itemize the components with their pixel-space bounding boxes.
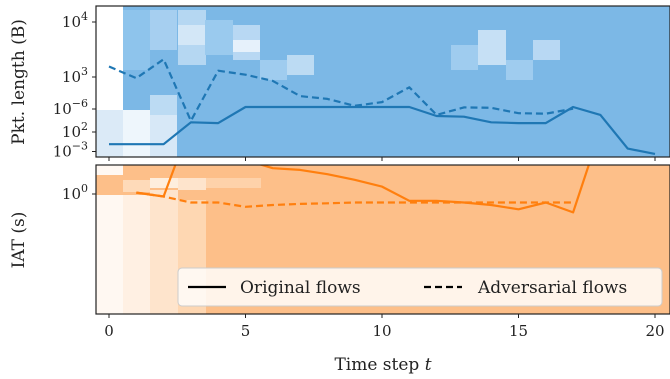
heat-cell (206, 178, 261, 188)
heat-cell (96, 110, 123, 157)
bottom-panel: 10−6 10−3 100 0 5 10 15 20 IAT (s) Original fl… (9, 97, 670, 375)
top-x-ticks (108, 157, 656, 161)
top-panel-frame (95, 5, 670, 158)
heat-cell (96, 175, 123, 195)
legend-label-original: Original flows (240, 278, 361, 298)
top-panel-lines (108, 58, 656, 155)
heat-cell (150, 10, 177, 50)
bottom-y-axis-label: IAT (s) (9, 212, 29, 269)
heat-cell (150, 190, 178, 314)
x-tick-label: 0 (104, 322, 114, 340)
y-tick-label: 102 (62, 120, 88, 141)
heat-cell (233, 40, 260, 52)
heat-cell (478, 30, 506, 65)
bottom-panel-frame (95, 164, 670, 315)
top-y-ticks: 102 103 104 (62, 10, 96, 141)
heat-cell (123, 195, 150, 314)
bottom-x-ticks: 0 5 10 15 20 (104, 314, 665, 340)
y-tick-label: 103 (62, 65, 88, 86)
series-line-original (136, 165, 590, 214)
heat-cell (205, 20, 233, 55)
x-tick-label: 20 (645, 322, 664, 340)
series-line-adversarial (136, 191, 574, 208)
top-y-axis-label: Pkt. length (B) (9, 19, 29, 145)
y-tick-label: 104 (62, 10, 88, 31)
series-line-adversarial (108, 58, 574, 122)
heat-cell (178, 178, 206, 190)
x-tick-label: 15 (509, 322, 528, 340)
top-panel: 102 103 104 Pkt. length (B) (9, 5, 670, 161)
heat-cell (260, 60, 287, 80)
legend-box (177, 267, 663, 307)
x-axis-label-variable: t (425, 355, 432, 375)
heat-cell (451, 45, 478, 70)
heat-cell (506, 60, 533, 80)
heat-cell (533, 40, 560, 60)
x-axis-label-text: Time step (334, 355, 419, 375)
series-line-original (109, 105, 656, 155)
legend-label-adversarial: Adversarial flows (477, 278, 627, 298)
bottom-y-ticks: 10−6 10−3 100 (53, 97, 96, 203)
top-panel-heatmap (96, 6, 560, 157)
x-tick-label: 5 (241, 322, 251, 340)
legend: Original flows Adversarial flows (177, 267, 663, 307)
y-tick-label: 10−6 (53, 97, 88, 118)
x-tick-label: 10 (372, 322, 391, 340)
heat-cell (150, 178, 178, 188)
heat-cell (123, 10, 150, 70)
y-tick-label: 100 (62, 182, 88, 203)
bottom-panel-lines (136, 165, 590, 214)
x-axis-label: Time step t (334, 355, 431, 375)
heat-cell (123, 180, 150, 192)
heat-cell (150, 95, 177, 115)
heat-cell (178, 25, 206, 45)
y-tick-label: 10−3 (53, 140, 88, 161)
heat-cell (287, 55, 314, 75)
heat-cell (123, 110, 150, 157)
